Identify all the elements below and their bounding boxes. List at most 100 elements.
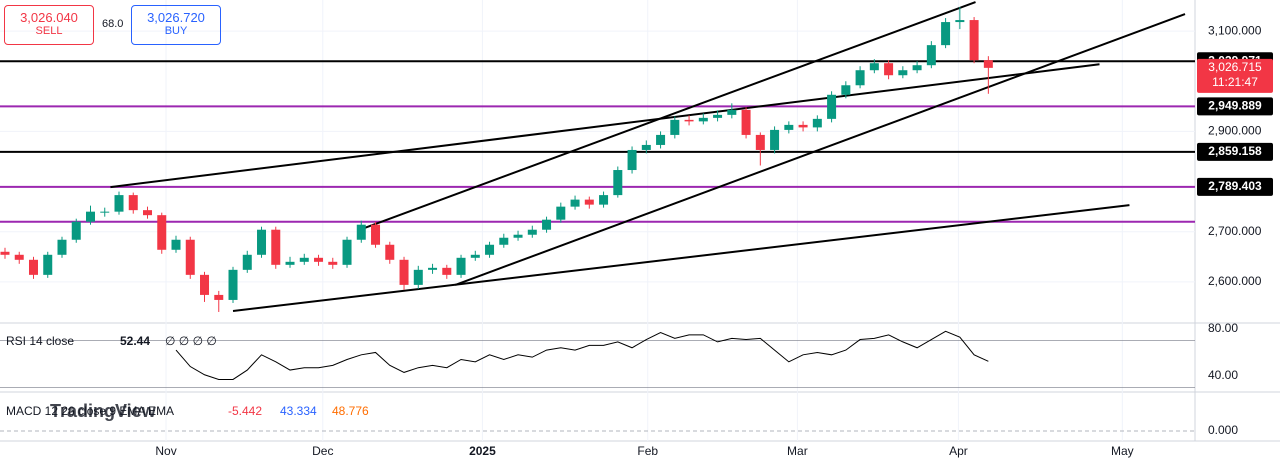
- candle-body: [941, 22, 951, 46]
- x-tick-label: Apr: [949, 444, 968, 458]
- y-tick-label: 3,100.000: [1208, 23, 1262, 37]
- candle-body: [157, 215, 167, 250]
- y-tick-label: 2,900.000: [1208, 124, 1262, 138]
- spread: 68.0: [102, 18, 124, 30]
- rsi-name: RSI 14 close: [6, 334, 74, 348]
- candle-body: [200, 274, 210, 295]
- candle-body: [171, 239, 181, 250]
- trend-line: [232, 204, 1130, 312]
- candle-body: [770, 129, 780, 150]
- x-tick-label: Nov: [155, 444, 176, 458]
- candle-body: [314, 257, 324, 262]
- candle-body: [855, 70, 865, 86]
- macd-name: MACD 12 26 close 9 EMA EMA: [6, 404, 174, 418]
- trend-line: [359, 1, 976, 231]
- rsi-flags: ∅ ∅ ∅ ∅: [165, 334, 217, 348]
- candle-body: [456, 257, 466, 275]
- candle-body: [499, 237, 509, 245]
- candle-body: [584, 199, 594, 205]
- candle-body: [713, 114, 723, 118]
- candle-body: [128, 195, 138, 211]
- candle-body: [570, 199, 580, 207]
- last-price-tag: [1197, 58, 1273, 93]
- candle-body: [428, 267, 438, 270]
- candle-body: [741, 109, 751, 135]
- candle-body: [413, 269, 423, 285]
- candle-body: [727, 109, 737, 115]
- candle-body: [784, 124, 794, 130]
- candle-body: [684, 119, 694, 122]
- candle-body: [14, 254, 24, 260]
- candle-body: [812, 118, 822, 128]
- sell-price: 3,026.040: [20, 10, 78, 25]
- candle-body: [371, 224, 381, 245]
- buy-button[interactable]: 3,026.720 BUY: [131, 5, 221, 45]
- candle-body: [869, 63, 879, 71]
- candle-body: [28, 259, 38, 275]
- candle-body: [399, 259, 409, 285]
- candle-body: [485, 244, 495, 255]
- candle-body: [43, 254, 53, 275]
- macd-tick-label: 0.000: [1208, 423, 1238, 437]
- x-tick-label: Mar: [787, 444, 808, 458]
- candle-body: [0, 251, 10, 255]
- candle-body: [271, 229, 281, 265]
- candle-body: [100, 211, 110, 213]
- candle-body: [926, 45, 936, 66]
- candle-body: [527, 229, 537, 235]
- candle-body: [214, 294, 224, 300]
- candle-body: [912, 65, 922, 71]
- candle-body: [983, 60, 993, 68]
- candle-body: [85, 211, 95, 222]
- candle-body: [627, 149, 637, 171]
- candle-body: [285, 261, 295, 265]
- level-label: 2,789.403: [1208, 179, 1262, 193]
- candle-body: [656, 134, 666, 145]
- x-tick-label: 2025: [469, 444, 496, 458]
- candle-body: [556, 206, 566, 220]
- level-label: 2,949.889: [1208, 99, 1262, 113]
- candle-body: [670, 119, 680, 135]
- rsi-tick-label: 80.00: [1208, 321, 1238, 335]
- candle-body: [342, 239, 352, 265]
- level-tag: [1197, 97, 1273, 116]
- candle-body: [613, 170, 623, 196]
- candle-body: [542, 219, 552, 230]
- candle-body: [57, 239, 67, 255]
- macd-reading: 48.776: [332, 404, 369, 418]
- level-label: 2,859.158: [1208, 144, 1262, 158]
- brand: TradingView: [50, 401, 157, 421]
- buy-label: BUY: [164, 25, 188, 37]
- macd-reading: -5.442: [228, 404, 262, 418]
- sell-button[interactable]: 3,026.040 SELL: [4, 5, 94, 45]
- candle-body: [698, 117, 708, 122]
- candle-body: [884, 63, 894, 76]
- last-price-label: 3,026.715: [1208, 60, 1262, 74]
- candle-body: [442, 267, 452, 275]
- candle-body: [898, 70, 908, 76]
- candle-body: [356, 224, 366, 240]
- sell-label: SELL: [35, 25, 63, 37]
- y-tick-label: 2,700.000: [1208, 224, 1262, 238]
- candle-body: [242, 254, 252, 270]
- x-tick-label: Dec: [312, 444, 333, 458]
- candle-body: [798, 124, 808, 128]
- candle-body: [328, 261, 338, 265]
- y-tick-label: 2,600.000: [1208, 274, 1262, 288]
- candle-body: [114, 195, 124, 212]
- rsi-value: 52.44: [120, 334, 150, 348]
- candle-body: [955, 20, 965, 23]
- candle-body: [143, 210, 153, 216]
- candle-body: [599, 195, 609, 205]
- rsi-tick-label: 40.00: [1208, 368, 1238, 382]
- candle-body: [827, 94, 837, 119]
- candle-body: [71, 221, 81, 240]
- candle-body: [841, 85, 851, 95]
- trend-line: [454, 13, 1186, 286]
- candle-body: [228, 269, 238, 300]
- candle-body: [641, 144, 651, 150]
- trend-line: [110, 63, 1100, 189]
